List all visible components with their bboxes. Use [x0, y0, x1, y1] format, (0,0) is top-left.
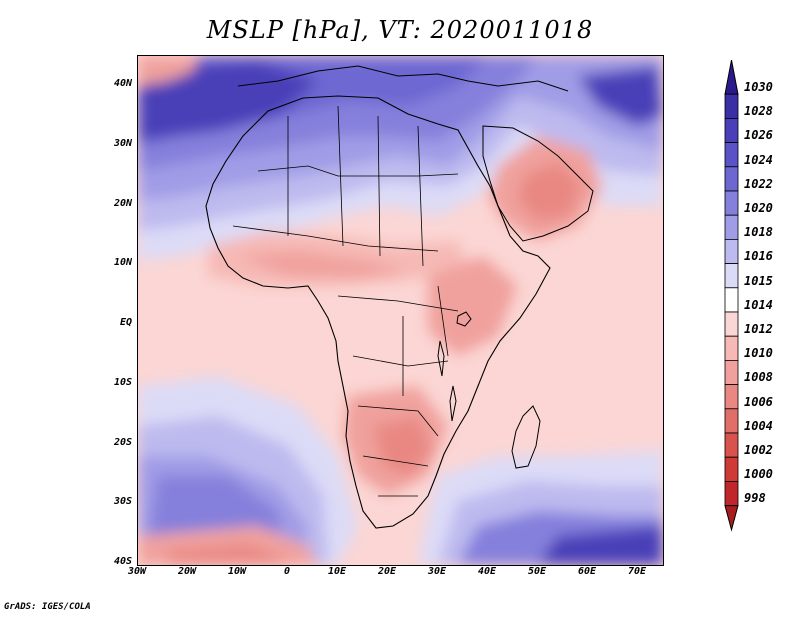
colorbar-label: 1018: [744, 225, 773, 240]
colorbar-bottom-arrow: [724, 505, 739, 532]
colorbar-label: 1000: [744, 467, 773, 482]
colorbar-label: 1014: [744, 297, 773, 312]
map-panel: [137, 55, 664, 566]
lat-label: 40S: [113, 556, 132, 567]
lat-label: 40N: [113, 78, 132, 89]
colorbar-label: 1024: [744, 152, 773, 167]
colorbar-swatch: [724, 287, 739, 313]
lon-label: 20E: [377, 566, 397, 577]
pressure-field: [138, 56, 663, 565]
lon-label: 60E: [577, 566, 597, 577]
lon-label: 70E: [627, 566, 647, 577]
africa-coastline: [205, 95, 551, 529]
pressure-map: [138, 56, 663, 565]
colorbar-label: 1002: [744, 443, 773, 457]
colorbar-swatch: [724, 408, 739, 434]
colorbar-label: 1010: [744, 346, 773, 361]
colorbar-label: 1012: [744, 322, 773, 336]
country-borders: [232, 105, 459, 497]
colorbar-swatch: [724, 432, 739, 458]
colorbar-label: 1026: [744, 128, 773, 143]
colorbar-swatch: [724, 142, 739, 168]
lon-label: 0: [283, 566, 291, 577]
colorbar-label: 1004: [744, 418, 773, 433]
colorbar-swatch: [724, 384, 739, 410]
colorbar-swatch: [724, 93, 739, 119]
colorbar-label: 1006: [744, 394, 773, 409]
colorbar-swatch: [724, 214, 739, 240]
lat-label: 10N: [113, 257, 132, 269]
colorbar-swatch: [724, 238, 739, 264]
colorbar-swatch: [724, 359, 739, 385]
colorbar-label: 1030: [744, 80, 773, 94]
lon-label: 30E: [427, 566, 447, 577]
lon-label: 10W: [227, 566, 247, 577]
lat-label: EQ: [119, 317, 132, 328]
lat-label: 10S: [113, 376, 132, 388]
lon-label: 40E: [477, 566, 497, 577]
lake-malawi: [449, 385, 457, 422]
colorbar-label: 1022: [744, 176, 773, 191]
colorbar-swatch: [724, 480, 739, 506]
colorbar-label: 1020: [744, 201, 773, 215]
grads-credit: GrADS: IGES/COLA: [4, 602, 91, 612]
colorbar-svg: [724, 60, 739, 532]
lat-label: 30S: [113, 496, 132, 508]
lat-label: 20S: [113, 436, 132, 448]
colorbar-label: 1015: [744, 273, 773, 288]
colorbar-label: 998: [744, 491, 766, 506]
colorbar-swatch: [724, 263, 739, 289]
lake-tanganyika: [437, 340, 445, 377]
arabia-coastline: [482, 125, 594, 242]
colorbar-swatch: [724, 166, 739, 192]
lon-label: 30W: [127, 566, 147, 577]
lon-label: 50E: [527, 566, 547, 577]
lat-label: 30N: [113, 137, 132, 149]
colorbar-swatch: [724, 456, 739, 482]
lake-victoria: [456, 311, 472, 327]
colorbar-label: 1016: [744, 249, 773, 264]
lon-label: 20W: [177, 566, 197, 577]
madagascar: [511, 405, 541, 469]
colorbar-swatch: [724, 311, 739, 337]
colorbar-top-arrow: [724, 60, 739, 95]
colorbar-label: 1008: [744, 370, 773, 385]
mediterranean-coast: [237, 65, 569, 92]
lon-label: 10E: [327, 566, 347, 577]
lat-label: 20N: [113, 197, 132, 209]
colorbar-swatch: [724, 335, 739, 361]
colorbar-swatch: [724, 118, 739, 144]
map-title: MSLP [hPa], VT: 2020011018: [206, 16, 594, 44]
colorbar-label: 1028: [744, 104, 773, 119]
colorbar-swatch: [724, 190, 739, 216]
